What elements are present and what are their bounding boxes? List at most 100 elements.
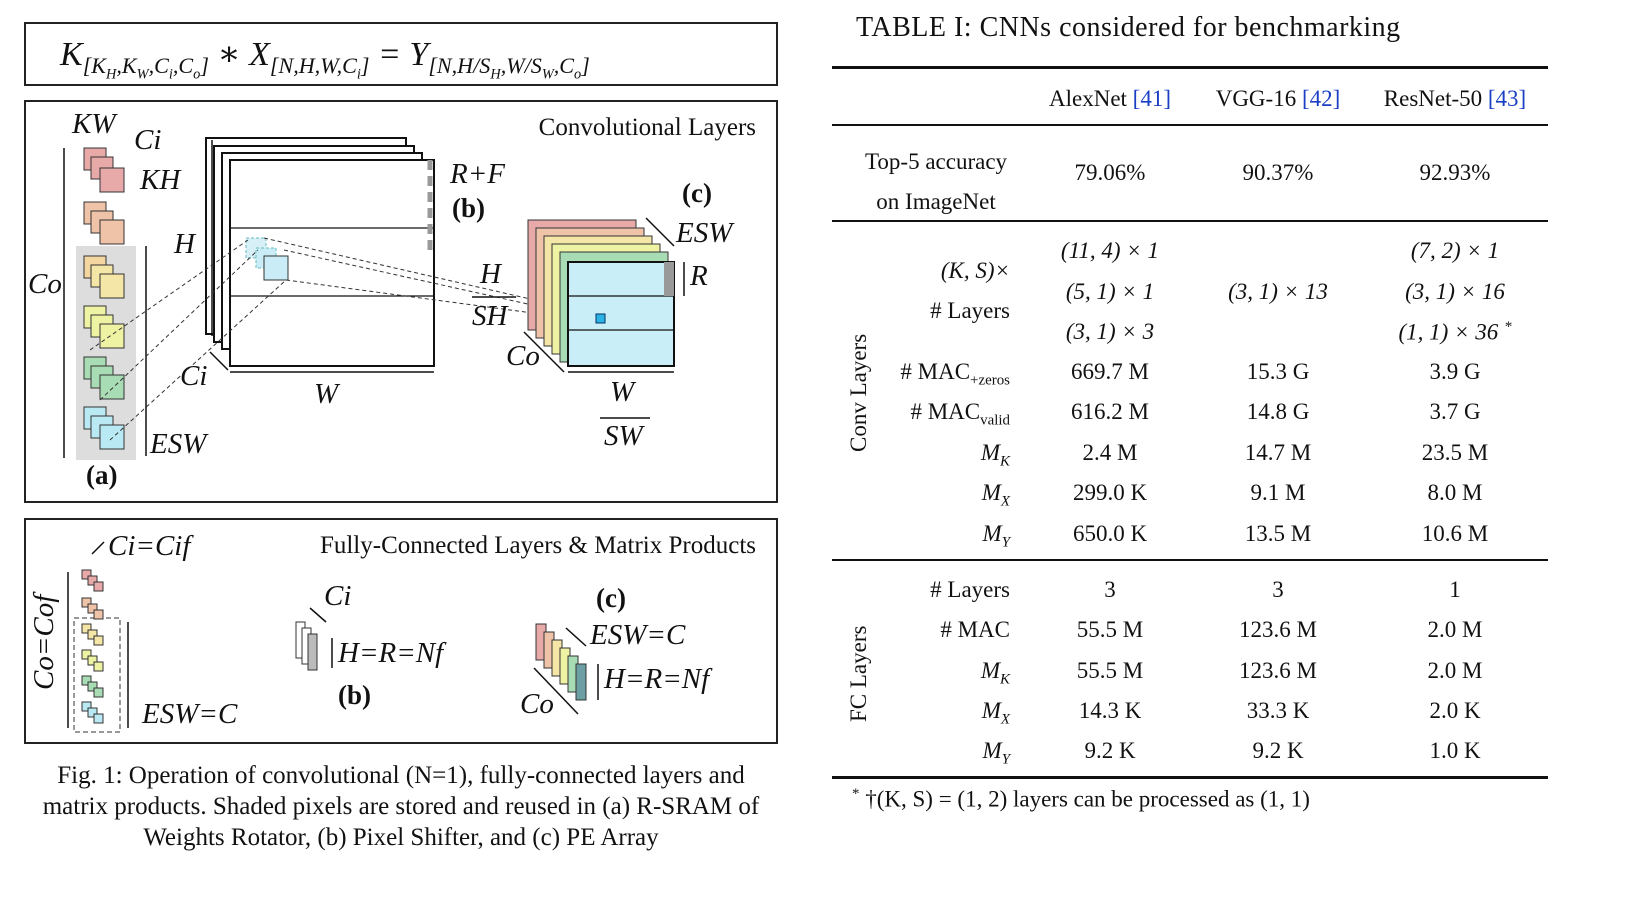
cell-vgg16: 123.6 M — [1239, 617, 1317, 642]
cell-vgg16: 14.7 M — [1244, 440, 1312, 465]
row-label: MK — [980, 658, 1010, 688]
row-label: MY — [982, 738, 1010, 768]
label-h-eq-r-eq-nf-pe: H=R=Nf — [604, 663, 710, 695]
table-accuracy-rule — [832, 220, 1548, 222]
cell-vgg16: 33.3 K — [1246, 698, 1310, 723]
resnet50-ks-2: (3, 1) × 16 — [1405, 279, 1505, 304]
conv-group-label: Conv Layers — [846, 333, 871, 452]
label-h-over-sh-den: SH — [472, 300, 508, 332]
accuracy-vgg16: 90.37% — [1242, 160, 1314, 185]
cell-alexnet: 14.3 K — [1078, 698, 1142, 723]
label-esw-eq-c: ESW=C — [142, 698, 238, 730]
cell-resnet50: 10.6 M — [1421, 521, 1489, 546]
equation-box: K[KH,KW,Ci,Co] ∗ X[N,H,W,Ci] = Y[N,H/SH,… — [24, 22, 778, 86]
kernel-stack-green — [83, 356, 125, 400]
cell-vgg16: 9.1 M — [1250, 480, 1306, 505]
vgg16-ks-1: (3, 1) × 13 — [1228, 279, 1328, 304]
output-feature-map — [527, 219, 675, 367]
label-esw-output: ESW — [676, 217, 733, 249]
label-ci-eq-cif: Ci=Cif — [108, 530, 191, 562]
label-w-over-sw-num: W — [610, 376, 635, 408]
cell-alexnet: 669.7 M — [1071, 359, 1149, 384]
label-h-eq-r-eq-nf: H=R=Nf — [338, 637, 444, 669]
cell-resnet50: 1 — [1449, 577, 1461, 602]
label-co-eq-cof: Co=Cof — [28, 594, 60, 690]
conv-equation: K[KH,KW,Ci,Co] ∗ X[N,H,W,Ci] = Y[N,H/SH,… — [60, 36, 590, 83]
row-label: # MAC — [940, 617, 1010, 642]
label-co: Co — [28, 268, 62, 300]
col-header-alexnet: AlexNet [41] — [1049, 86, 1171, 111]
cell-vgg16: 15.3 G — [1246, 359, 1310, 384]
label-a: (a) — [86, 460, 118, 490]
fc-layers-panel: Fully-Connected Layers & Matrix Products — [24, 518, 778, 744]
row-label: MK — [980, 440, 1010, 470]
cell-resnet50: 2.0 K — [1429, 698, 1481, 723]
resnet50-ks-1: (7, 2) × 1 — [1410, 238, 1500, 263]
label-fc-ci: Ci — [324, 580, 352, 612]
cell-alexnet: 55.5 M — [1076, 617, 1144, 642]
table-footnote: * †(K, S) = (1, 2) layers can be process… — [852, 786, 1310, 812]
label-kw: KW — [72, 108, 116, 140]
cell-alexnet: 2.4 M — [1082, 440, 1138, 465]
label-h-over-sh-num: H — [480, 258, 501, 290]
kernel-stack-cyan — [83, 406, 125, 450]
conv-diagram — [63, 137, 685, 460]
label-fc-b: (b) — [338, 680, 371, 710]
ks-label: (K, S)× — [940, 258, 1010, 283]
label-b: (b) — [452, 193, 485, 223]
cell-resnet50: 23.5 M — [1421, 440, 1489, 465]
label-esw-eq-c-pe: ESW=C — [590, 619, 686, 651]
accuracy-label: Top-5 accuracy on ImageNet — [864, 149, 1008, 214]
row-label: MY — [982, 521, 1010, 551]
kernel-stack-yellow — [83, 255, 125, 299]
resnet50-ks-3: (1, 1) × 36 * — [1398, 319, 1512, 345]
table-top-rule — [832, 66, 1548, 69]
cell-vgg16: 123.6 M — [1239, 658, 1317, 683]
fc-pixel-shifter — [295, 621, 318, 671]
fc-diagram — [67, 541, 599, 733]
cell-resnet50: 1.0 K — [1429, 738, 1481, 763]
cell-vgg16: 3 — [1272, 577, 1284, 602]
kernel-stack-lime — [83, 305, 125, 349]
alexnet-ks-1: (11, 4) × 1 — [1060, 238, 1160, 263]
label-co-output: Co — [506, 340, 540, 372]
cell-vgg16: 9.2 K — [1252, 738, 1304, 763]
fc-pe-array — [535, 623, 587, 701]
accuracy-alexnet: 79.06% — [1074, 160, 1146, 185]
kernel-stack-orange — [83, 201, 125, 245]
cell-resnet50: 8.0 M — [1427, 480, 1483, 505]
cell-alexnet: 55.5 M — [1076, 658, 1144, 683]
label-kh: KH — [140, 164, 181, 196]
row-label: MX — [981, 698, 1010, 728]
cell-alexnet: 299.0 K — [1072, 480, 1148, 505]
label-ci: Ci — [134, 124, 162, 156]
table-title: TABLE I: CNNs considered for benchmarkin… — [856, 12, 1401, 43]
cell-vgg16: 13.5 M — [1244, 521, 1312, 546]
cell-resnet50: 3.9 G — [1429, 359, 1481, 384]
label-w-over-sw-den: SW — [604, 420, 643, 452]
row-label: # Layers — [930, 577, 1010, 602]
input-feature-map — [205, 137, 435, 367]
cell-vgg16: 14.8 G — [1246, 399, 1310, 424]
alexnet-ks-2: (5, 1) × 1 — [1065, 279, 1155, 304]
label-r-plus-f: R+F — [450, 158, 505, 190]
row-label: # MAC+zeros — [900, 359, 1010, 389]
conv-panel-title: Convolutional Layers — [538, 114, 756, 141]
col-header-vgg16: VGG-16 [42] — [1215, 86, 1341, 111]
row-label: MX — [981, 480, 1010, 510]
cell-alexnet: 650.0 K — [1072, 521, 1148, 546]
figure-caption: Fig. 1: Operation of convolutional (N=1)… — [42, 762, 760, 851]
fc-panel-title: Fully-Connected Layers & Matrix Products — [319, 532, 756, 559]
footnote-mark: * — [1504, 319, 1512, 335]
table-header-rule — [832, 124, 1548, 126]
cell-alexnet: 616.2 M — [1071, 399, 1149, 424]
label-esw-kernels: ESW — [150, 428, 207, 460]
accuracy-resnet50: 92.93% — [1419, 160, 1491, 185]
label-w: W — [314, 378, 339, 410]
row-label: # MACvalid — [910, 399, 1010, 429]
cell-alexnet: 9.2 K — [1084, 738, 1136, 763]
label-fc-c: (c) — [596, 583, 626, 613]
cell-resnet50: 2.0 M — [1427, 617, 1483, 642]
label-r: R — [690, 260, 708, 292]
label-h: H — [174, 228, 195, 260]
